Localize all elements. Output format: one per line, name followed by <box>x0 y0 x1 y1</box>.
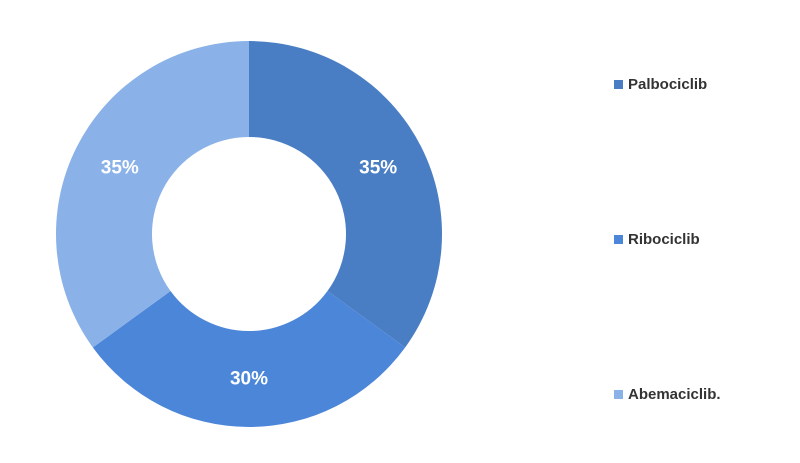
legend-label-ribociclib: Ribociclib <box>628 231 700 248</box>
legend-item-abemaciclib: Abemaciclib. <box>614 386 721 403</box>
legend-item-ribociclib: Ribociclib <box>614 231 700 248</box>
slice-label-abemaciclib: 35% <box>101 158 139 179</box>
chart-legend: Palbociclib Ribociclib Abemaciclib. <box>614 0 800 463</box>
legend-swatch-palbociclib <box>614 80 623 89</box>
legend-label-abemaciclib: Abemaciclib. <box>628 386 721 403</box>
slice-palbociclib <box>249 41 442 348</box>
legend-item-palbociclib: Palbociclib <box>614 76 707 93</box>
legend-swatch-abemaciclib <box>614 390 623 399</box>
slice-label-ribociclib: 30% <box>230 369 268 390</box>
slice-abemaciclib <box>56 41 249 348</box>
legend-swatch-ribociclib <box>614 235 623 244</box>
slice-label-palbociclib: 35% <box>359 158 397 179</box>
slice-ribociclib <box>92 291 406 428</box>
legend-label-palbociclib: Palbociclib <box>628 76 708 93</box>
